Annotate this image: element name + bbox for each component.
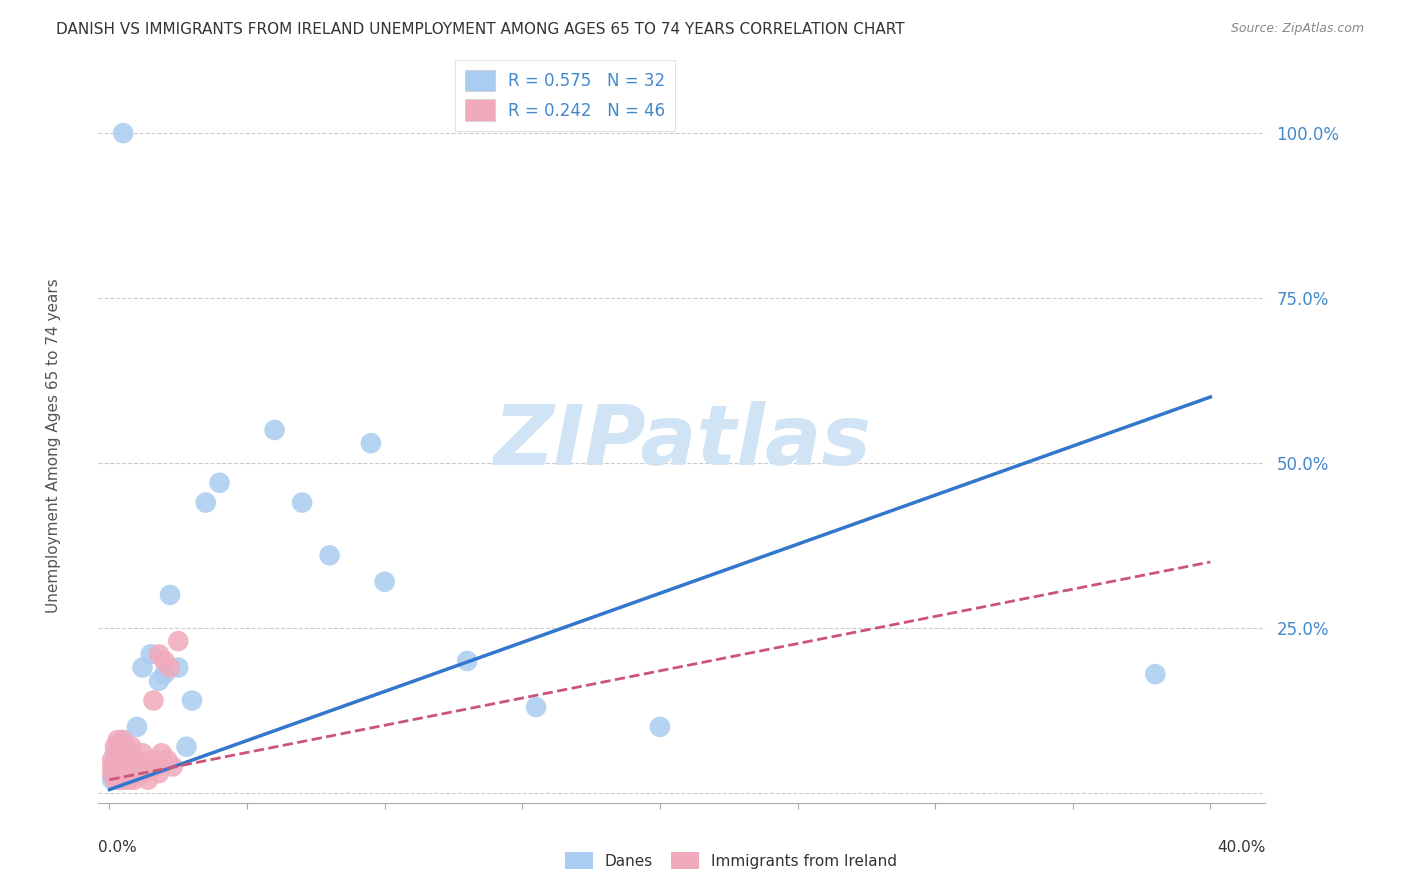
Legend: Danes, Immigrants from Ireland: Danes, Immigrants from Ireland — [560, 846, 903, 875]
Point — [318, 549, 340, 563]
Point — [112, 772, 135, 787]
Point — [125, 753, 148, 767]
Point — [148, 766, 170, 780]
Point — [118, 759, 141, 773]
Point — [374, 574, 396, 589]
Point — [194, 495, 217, 509]
Point — [118, 753, 141, 767]
Point — [134, 759, 156, 773]
Point — [101, 766, 124, 780]
Point — [112, 733, 135, 747]
Legend: R = 0.575   N = 32, R = 0.242   N = 46: R = 0.575 N = 32, R = 0.242 N = 46 — [456, 60, 675, 131]
Point — [148, 673, 170, 688]
Text: ZIPatlas: ZIPatlas — [494, 401, 870, 482]
Point — [122, 759, 145, 773]
Point — [136, 772, 159, 787]
Point — [159, 588, 181, 602]
Point — [648, 720, 671, 734]
Point — [131, 660, 153, 674]
Point — [104, 747, 127, 761]
Point — [524, 700, 547, 714]
Point — [115, 753, 138, 767]
Point — [167, 634, 190, 648]
Point — [150, 747, 173, 761]
Point — [112, 753, 135, 767]
Point — [122, 753, 145, 767]
Point — [107, 766, 129, 780]
Point — [291, 495, 314, 509]
Point — [128, 759, 150, 773]
Point — [104, 739, 127, 754]
Point — [101, 772, 124, 787]
Point — [120, 753, 142, 767]
Point — [1144, 667, 1167, 681]
Point — [120, 759, 142, 773]
Point — [104, 766, 127, 780]
Point — [456, 654, 478, 668]
Point — [112, 747, 135, 761]
Point — [115, 766, 138, 780]
Point — [208, 475, 231, 490]
Point — [131, 747, 153, 761]
Point — [139, 759, 162, 773]
Point — [162, 759, 184, 773]
Point — [107, 759, 129, 773]
Text: Unemployment Among Ages 65 to 74 years: Unemployment Among Ages 65 to 74 years — [46, 278, 60, 614]
Point — [112, 733, 135, 747]
Point — [131, 766, 153, 780]
Point — [360, 436, 382, 450]
Point — [107, 753, 129, 767]
Point — [263, 423, 285, 437]
Point — [176, 739, 198, 754]
Text: DANISH VS IMMIGRANTS FROM IRELAND UNEMPLOYMENT AMONG AGES 65 TO 74 YEARS CORRELA: DANISH VS IMMIGRANTS FROM IRELAND UNEMPL… — [56, 22, 905, 37]
Point — [115, 739, 138, 754]
Point — [153, 654, 176, 668]
Point — [148, 648, 170, 662]
Point — [181, 693, 204, 707]
Point — [115, 766, 138, 780]
Point — [110, 747, 132, 761]
Point — [142, 753, 165, 767]
Point — [112, 126, 135, 140]
Text: Source: ZipAtlas.com: Source: ZipAtlas.com — [1230, 22, 1364, 36]
Text: 40.0%: 40.0% — [1218, 840, 1265, 855]
Point — [110, 759, 132, 773]
Point — [118, 747, 141, 761]
Point — [120, 766, 142, 780]
Point — [118, 772, 141, 787]
Point — [125, 720, 148, 734]
Text: 0.0%: 0.0% — [98, 840, 138, 855]
Point — [156, 753, 179, 767]
Point — [122, 772, 145, 787]
Point — [120, 739, 142, 754]
Point — [110, 772, 132, 787]
Point — [153, 667, 176, 681]
Point — [139, 648, 162, 662]
Point — [101, 753, 124, 767]
Point — [110, 772, 132, 787]
Point — [104, 759, 127, 773]
Point — [107, 733, 129, 747]
Point — [142, 693, 165, 707]
Point — [101, 759, 124, 773]
Point — [145, 759, 167, 773]
Point — [167, 660, 190, 674]
Point — [112, 759, 135, 773]
Point — [159, 660, 181, 674]
Point — [125, 766, 148, 780]
Point — [104, 772, 127, 787]
